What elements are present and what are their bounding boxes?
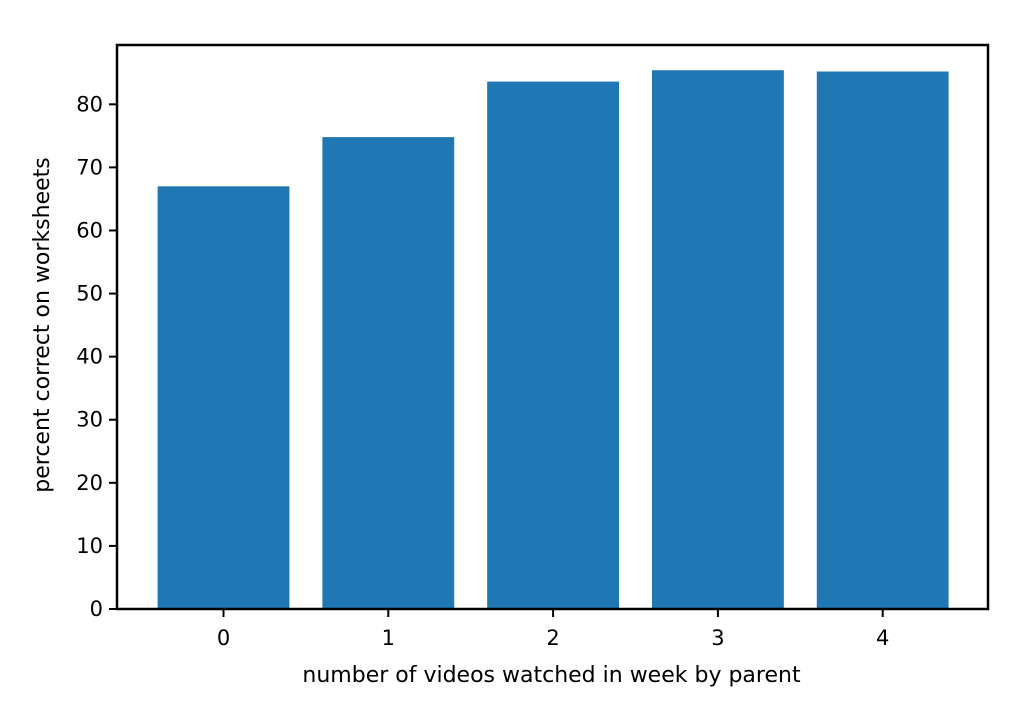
x-tick-label: 3 [711,626,724,650]
plot-frame [115,43,990,611]
bar-0 [157,186,290,609]
x-axis-ticks: 0 1 2 3 4 [217,609,889,650]
x-axis-label: number of videos watched in week by pare… [302,663,801,688]
y-tick-label: 20 [76,471,103,495]
y-axis-label: percent correct on worksheets [30,157,55,492]
y-tick-label: 80 [76,92,103,116]
y-tick-label: 30 [76,408,103,432]
bars-group [157,70,949,610]
x-tick-label: 2 [546,626,559,650]
y-tick-label: 70 [76,155,103,179]
bar-1 [322,137,455,610]
y-axis-ticks: 0 10 20 30 40 50 60 70 80 [76,92,117,621]
y-tick-label: 10 [76,534,103,558]
bar-3 [651,70,784,609]
y-tick-label: 0 [90,597,103,621]
x-tick-label: 4 [876,626,889,650]
y-tick-label: 60 [76,218,103,242]
bar-2 [487,81,620,610]
x-tick-label: 1 [382,626,395,650]
x-tick-label: 0 [217,626,230,650]
y-tick-label: 50 [76,282,103,306]
bar-4 [816,71,949,609]
y-tick-label: 40 [76,345,103,369]
